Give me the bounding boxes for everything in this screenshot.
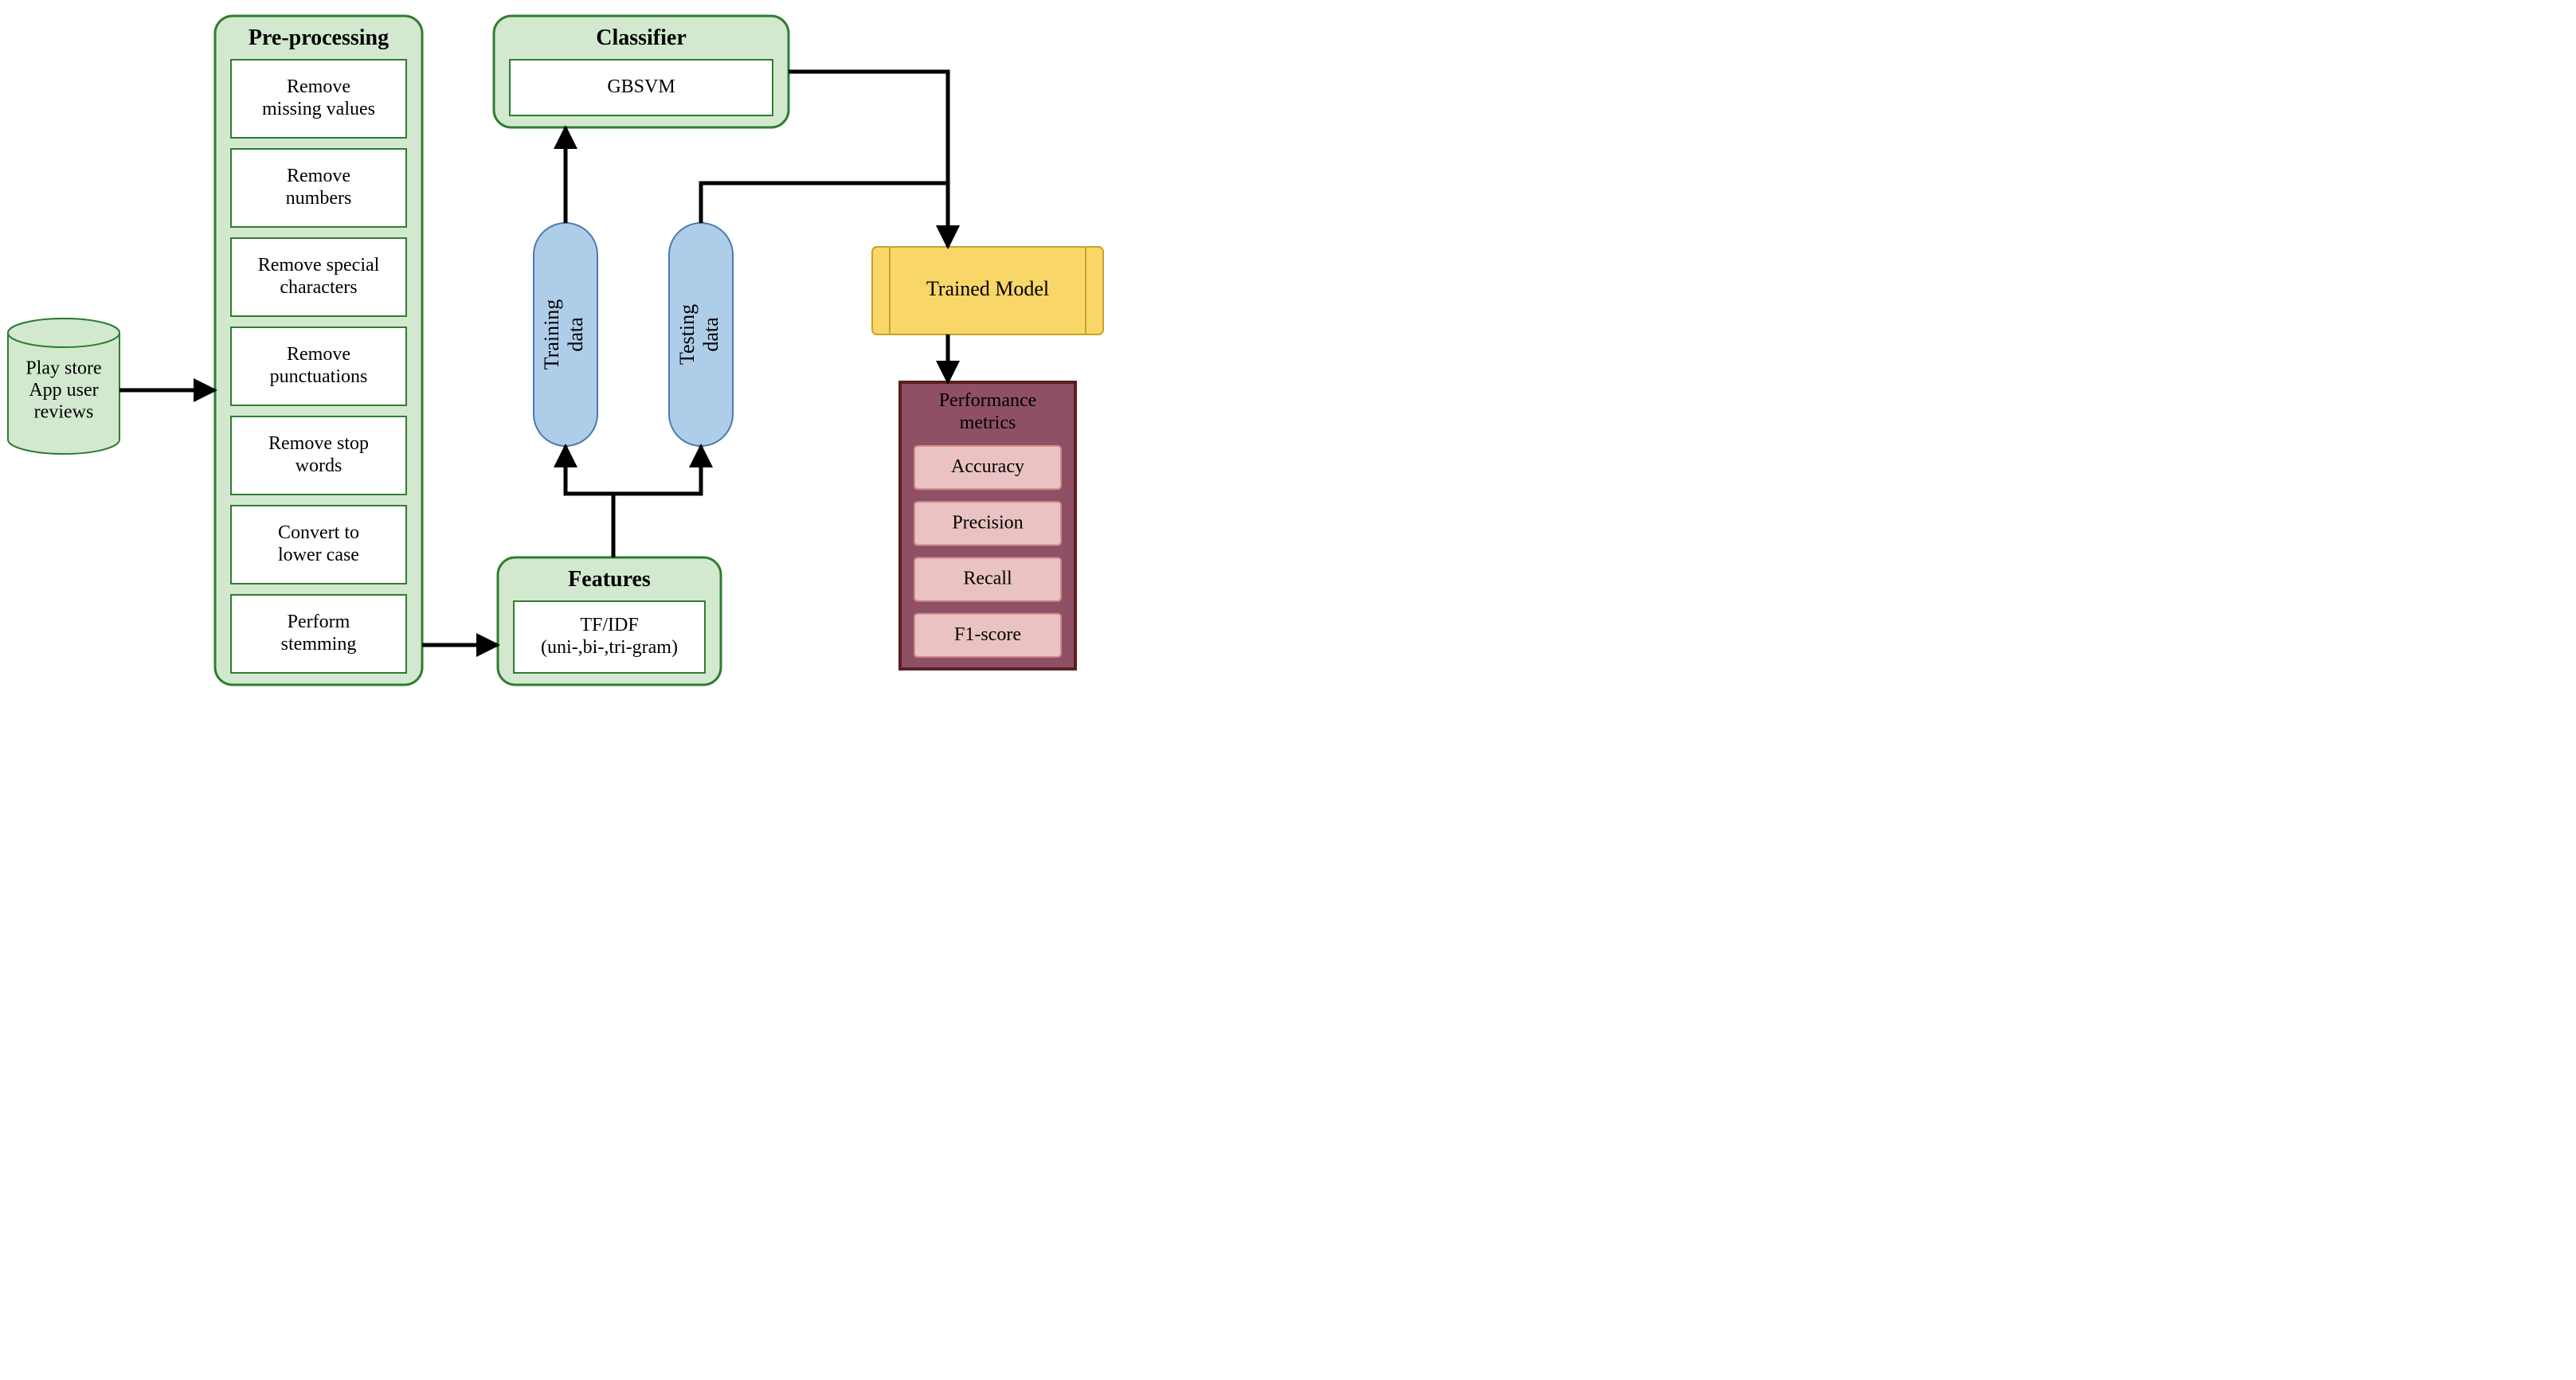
edge-arrow (789, 72, 948, 247)
classifier-title: Classifier (596, 25, 687, 50)
classifier-item-label: GBSVM (607, 76, 675, 97)
pipeline-diagram: Play storeApp userreviews Pre-processing R… (0, 0, 1211, 693)
metrics-item-label: F1-score (954, 624, 1021, 644)
metrics-item-label: Recall (963, 568, 1012, 588)
features-title: Features (568, 567, 651, 592)
preprocessing-item-label: Removenumbers (286, 166, 352, 209)
metrics-item-label: Precision (952, 512, 1023, 533)
metrics-item-label: Accuracy (951, 456, 1024, 477)
trained-model-label: Trained Model (926, 277, 1049, 300)
edge-arrow (701, 183, 948, 247)
preprocessing-item-label: Performstemming (281, 612, 357, 655)
preprocessing-title: Pre-processing (249, 25, 389, 50)
datasource-label: Play storeApp userreviews (25, 358, 101, 422)
edge-arrow (566, 446, 613, 494)
edge-arrow (613, 446, 701, 494)
preprocessing-item-label: Convert tolower case (278, 522, 359, 565)
